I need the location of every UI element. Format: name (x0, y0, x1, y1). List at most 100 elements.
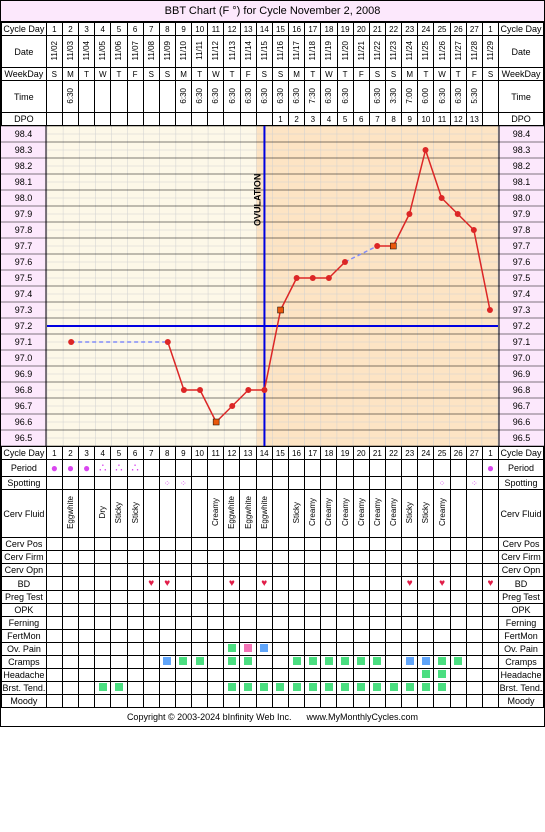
ovpain-cell (418, 643, 434, 656)
date-cell: 11/23 (386, 36, 402, 68)
pregtest-cell (62, 591, 78, 604)
ferning-cell (482, 617, 498, 630)
svg-text:97.8: 97.8 (513, 225, 531, 235)
opk-cell (321, 604, 337, 617)
spotting-cell (369, 477, 385, 490)
fertmon-cell (402, 630, 418, 643)
spotting-cell (240, 477, 256, 490)
time-cell: 6:30 (224, 81, 240, 113)
brsttend-cell (482, 682, 498, 695)
cervfirm-cell (256, 551, 272, 564)
fertmon-cell (111, 630, 127, 643)
cramps-cell (191, 656, 207, 669)
cervopn-cell (159, 564, 175, 577)
cervfluid-cell: Creamy (353, 490, 369, 538)
cervpos-cell (272, 538, 288, 551)
weekday-cell: W (321, 68, 337, 81)
brsttend-cell (272, 682, 288, 695)
headache-cell (79, 669, 95, 682)
pregtest-cell (224, 591, 240, 604)
ferning-cell (208, 617, 224, 630)
cycleday-top-cell: 3 (79, 23, 95, 36)
ferning-cell (353, 617, 369, 630)
ovpain-cell (353, 643, 369, 656)
cycleday-bot-cell: 21 (369, 447, 385, 460)
period-cell (143, 460, 159, 477)
cervopn-cell (272, 564, 288, 577)
cramps-cell (272, 656, 288, 669)
cervopn-cell (402, 564, 418, 577)
svg-text:96.9: 96.9 (513, 369, 531, 379)
date-cell: 11/05 (95, 36, 111, 68)
ovpain-cell (175, 643, 191, 656)
cervfluid-cell (46, 490, 62, 538)
weekday-cell: T (192, 68, 208, 81)
svg-text:98.3: 98.3 (15, 145, 33, 155)
cycleday-top-cell: 21 (369, 23, 385, 36)
date-cell: 11/25 (418, 36, 434, 68)
period-cell (385, 460, 401, 477)
cervfirm-cell (79, 551, 95, 564)
cervpos-cell (434, 538, 450, 551)
dpo-cell (46, 113, 62, 126)
svg-text:97.6: 97.6 (513, 257, 531, 267)
cervpos-cell (159, 538, 175, 551)
fertmon-cell (450, 630, 466, 643)
brsttend-cell (175, 682, 191, 695)
svg-text:97.1: 97.1 (15, 337, 33, 347)
svg-text:96.6: 96.6 (513, 417, 531, 427)
pregtest-cell (321, 591, 337, 604)
svg-text:98.4: 98.4 (15, 129, 33, 139)
fertmon-cell (288, 630, 304, 643)
opk-cell (288, 604, 304, 617)
moody-cell (79, 695, 95, 708)
opk-cell (418, 604, 434, 617)
ferning-cell (337, 617, 353, 630)
ferning-cell (466, 617, 482, 630)
headache-cell (143, 669, 159, 682)
time-label-right: Time (499, 81, 544, 113)
time-cell (482, 81, 498, 113)
dpo-cell (159, 113, 175, 126)
cycleday-bot-cell: 27 (466, 447, 482, 460)
brsttend-cell (305, 682, 321, 695)
cervopn-cell (191, 564, 207, 577)
cervfirm-cell (272, 551, 288, 564)
period-cell (418, 460, 434, 477)
cervopn-cell (79, 564, 95, 577)
cycleday-top-cell: 23 (402, 23, 418, 36)
ferning-cell (272, 617, 288, 630)
pregtest-label-right: Preg Test (499, 591, 544, 604)
cervpos-cell (240, 538, 256, 551)
cervpos-cell (353, 538, 369, 551)
ferning-cell (256, 617, 272, 630)
cycleday-bot-cell: 16 (288, 447, 304, 460)
bd-cell (175, 577, 191, 591)
dpo-cell: 4 (321, 113, 337, 126)
opk-cell (79, 604, 95, 617)
cramps-cell (224, 656, 240, 669)
cycleday-top-cell: 20 (353, 23, 369, 36)
moody-cell (402, 695, 418, 708)
cycleday-top-cell: 8 (159, 23, 175, 36)
svg-text:96.7: 96.7 (513, 401, 531, 411)
pregtest-cell (482, 591, 498, 604)
cervopn-cell (127, 564, 143, 577)
svg-text:97.5: 97.5 (513, 273, 531, 283)
ovpain-cell (46, 643, 62, 656)
cervfluid-cell: Eggwhite (240, 490, 256, 538)
cervfluid-cell: Creamy (434, 490, 450, 538)
moody-cell (46, 695, 62, 708)
cervpos-cell (305, 538, 321, 551)
svg-text:97.7: 97.7 (513, 241, 531, 251)
svg-text:97.5: 97.5 (15, 273, 33, 283)
cramps-cell (175, 656, 191, 669)
time-cell: 7:30 (305, 81, 321, 113)
dpo-label-right: DPO (499, 113, 544, 126)
label-bd: BD (2, 577, 47, 591)
svg-text:97.7: 97.7 (15, 241, 33, 251)
weekday-cell: S (143, 68, 159, 81)
cramps-cell (305, 656, 321, 669)
cramps-cell (418, 656, 434, 669)
svg-text:97.1: 97.1 (513, 337, 531, 347)
